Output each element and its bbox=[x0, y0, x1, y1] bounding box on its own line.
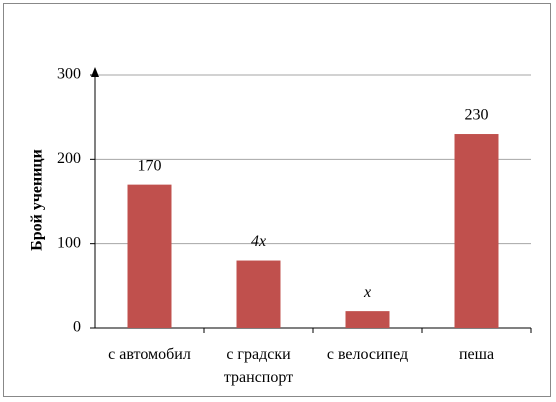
bar bbox=[454, 134, 499, 328]
y-tick-label: 100 bbox=[57, 234, 81, 251]
x-tick-label: с автомобил bbox=[108, 346, 191, 363]
bar bbox=[127, 184, 172, 328]
bar bbox=[236, 260, 281, 328]
x-tick-label: пеша bbox=[458, 346, 495, 363]
y-tick-label: 300 bbox=[57, 66, 81, 83]
y-axis-arrow bbox=[91, 67, 99, 77]
data-label: 170 bbox=[138, 157, 162, 174]
data-label: x bbox=[363, 284, 371, 301]
data-label: 4x bbox=[251, 233, 266, 250]
y-tick-label: 200 bbox=[57, 150, 81, 167]
y-axis-label: Брой ученици bbox=[29, 149, 46, 251]
y-tick-label: 0 bbox=[73, 319, 81, 336]
x-tick-label: с градски транспорт bbox=[223, 346, 294, 386]
x-tick-label: с велосипед bbox=[326, 346, 409, 363]
data-label: 230 bbox=[465, 107, 489, 124]
bar bbox=[345, 311, 390, 328]
